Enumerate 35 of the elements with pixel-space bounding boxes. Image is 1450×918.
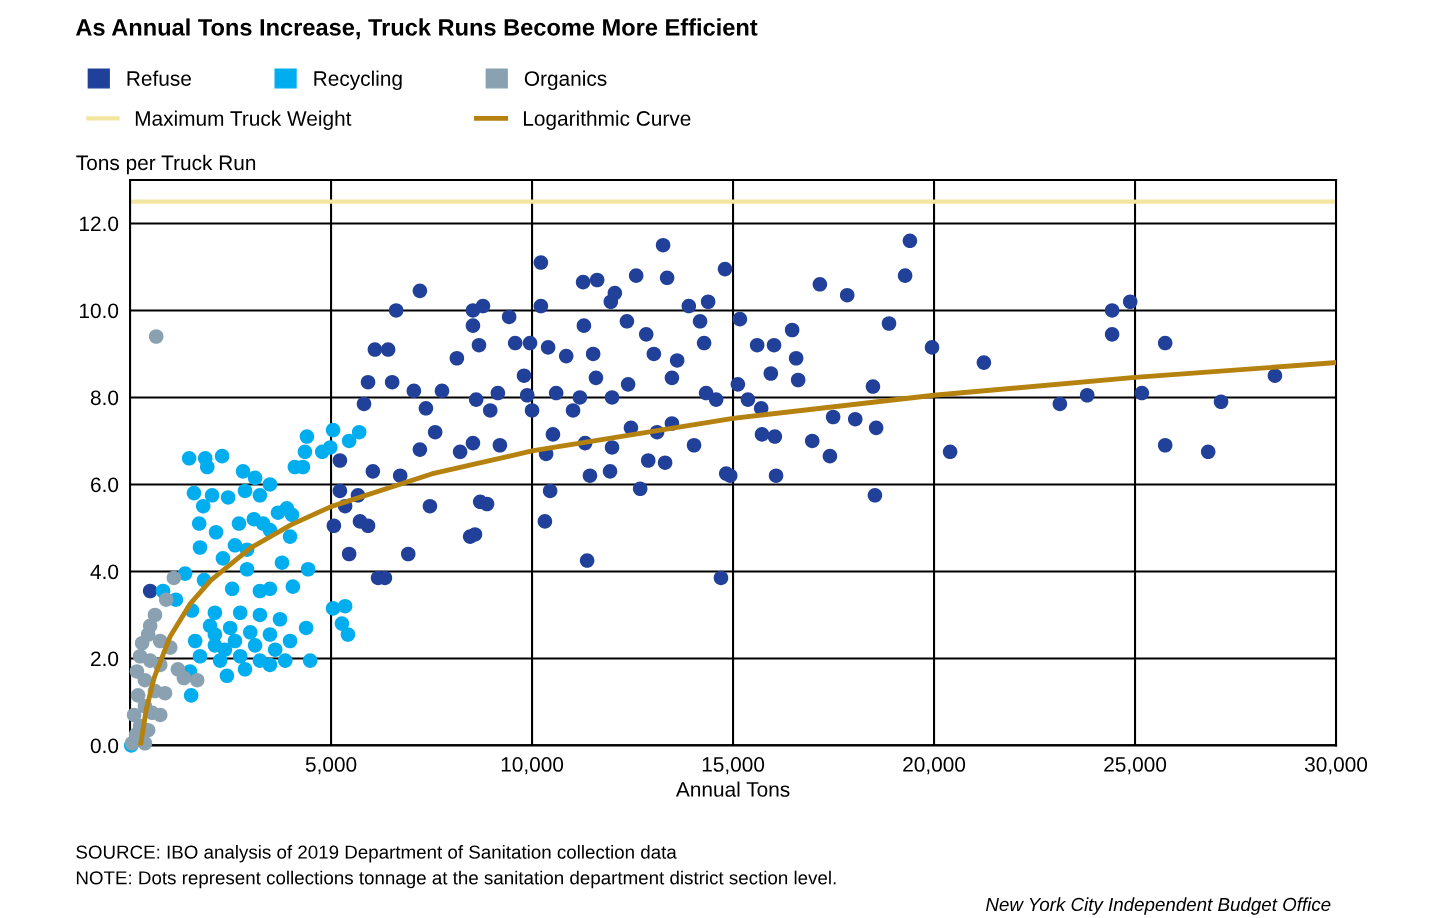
legend-label: Maximum Truck Weight bbox=[135, 110, 352, 130]
y-tick-label: 4.0 bbox=[90, 564, 119, 580]
point bbox=[126, 707, 142, 723]
x-axis-title: Annual Tons bbox=[675, 781, 790, 797]
x-tick-label: 30,000 bbox=[1304, 757, 1368, 775]
x-tick-label: 25,000 bbox=[1104, 757, 1167, 775]
legend-label: Logarithmic Curve bbox=[523, 110, 691, 130]
point bbox=[130, 688, 146, 703]
y-tick-label: 12.0 bbox=[80, 216, 119, 232]
legend-label: Recycling bbox=[314, 70, 402, 91]
y-axis-title: Tons per Truck Run bbox=[76, 154, 256, 175]
y-tick-label: 10.0 bbox=[80, 303, 119, 319]
x-tick-label: 20,000 bbox=[903, 757, 966, 775]
y-tick-label: 8.0 bbox=[90, 390, 119, 406]
point bbox=[166, 570, 182, 586]
point bbox=[158, 592, 174, 607]
y-tick-label: 6.0 bbox=[91, 477, 119, 493]
legend-label: Organics bbox=[524, 70, 607, 91]
point bbox=[152, 707, 168, 723]
source-note: SOURCE: IBO analysis of 2019 Department of Sanitation collection data bbox=[76, 845, 677, 863]
point bbox=[148, 329, 164, 344]
text: NOTE: Dots represent collections tonnage at the sanitation department district section level. bbox=[76, 870, 836, 889]
point bbox=[157, 685, 173, 701]
y-tick-label: 0.0 bbox=[90, 738, 119, 754]
point bbox=[134, 635, 150, 651]
text: New York City Independent Budget Office bbox=[985, 897, 1331, 915]
point bbox=[189, 672, 205, 688]
point bbox=[176, 670, 192, 686]
x-tick-label: 15,000 bbox=[702, 757, 765, 775]
x-tick-label: 5,000 bbox=[305, 757, 357, 775]
point bbox=[137, 672, 153, 688]
legend-label: Refuse bbox=[127, 70, 191, 86]
x-tick-label: 10,000 bbox=[501, 757, 564, 775]
y-tick-label: 2.0 bbox=[91, 651, 119, 667]
chart-title: As Annual Tons Increase, Truck Runs Become More Efficient bbox=[75, 18, 758, 40]
